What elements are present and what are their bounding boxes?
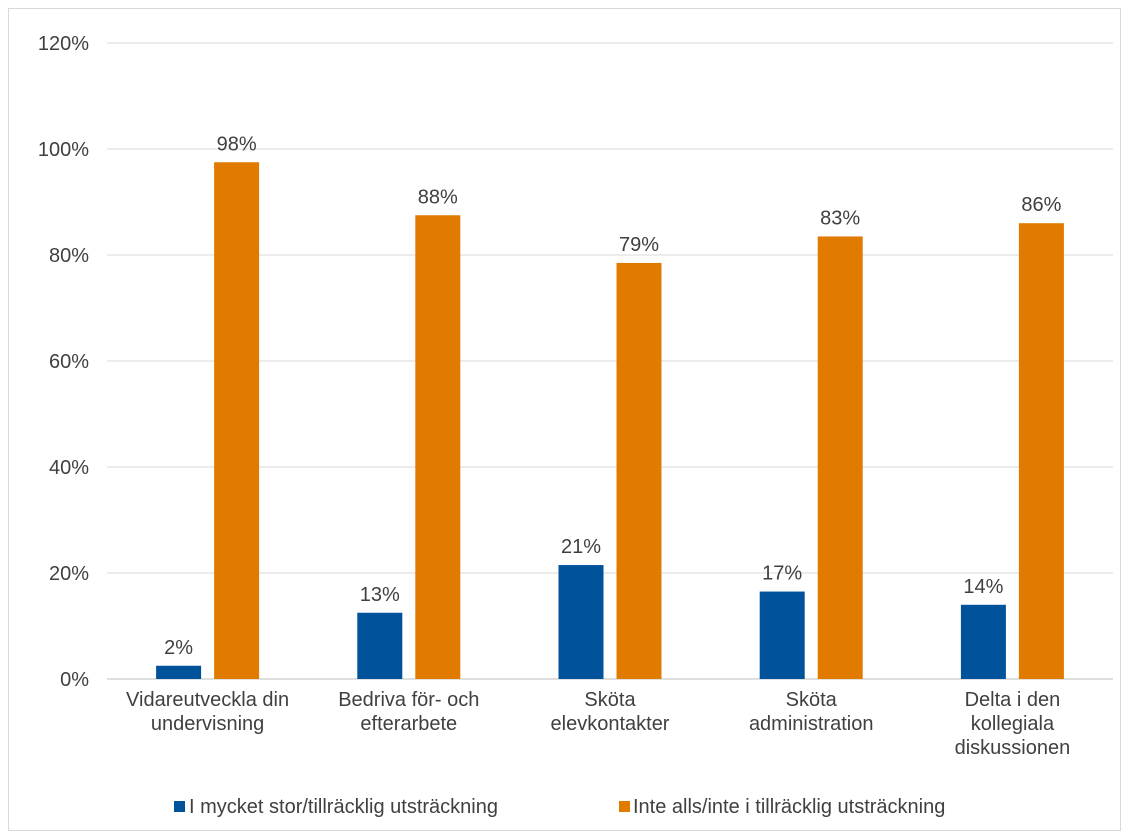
legend-label: I mycket stor/tillräcklig utsträckning [189, 796, 498, 818]
data-label: 21% [561, 536, 601, 558]
y-tick-label: 100% [38, 139, 89, 161]
data-label: 83% [820, 207, 860, 229]
data-label: 79% [619, 234, 659, 256]
legend-swatch [174, 801, 185, 812]
bar-series-1 [357, 612, 403, 679]
chart-frame: 0% 20% 40% 60% 80% 100% 120% 2% 98% 13% 88% 21% 79%… [8, 8, 1121, 831]
y-tick-label: 60% [49, 351, 89, 373]
data-label: 17% [762, 563, 802, 585]
bar-series-1 [558, 565, 604, 679]
data-label: 88% [418, 186, 458, 208]
x-category-label: kollegiala [971, 713, 1055, 735]
legend-swatch [619, 801, 630, 812]
y-axis-ticks: 0% 20% 40% 60% 80% 100% 120% [38, 33, 89, 691]
x-category-label: diskussionen [955, 737, 1071, 759]
bar-series-2 [1018, 223, 1064, 679]
data-labels: 2% 98% 13% 88% 21% 79% 17% 83% 14% 86% [164, 133, 1061, 659]
x-category-label: undervisning [151, 713, 264, 735]
data-label: 14% [963, 576, 1003, 598]
x-category-label: efterarbete [360, 713, 457, 735]
data-label: 2% [164, 637, 193, 659]
legend: I mycket stor/tillräcklig utsträckning In… [174, 796, 945, 818]
bar-series-1 [960, 604, 1006, 679]
legend-label: Inte alls/inte i tillräcklig utsträcknin… [633, 796, 945, 818]
y-tick-label: 120% [38, 33, 89, 55]
data-label: 86% [1021, 194, 1061, 216]
x-category-label: Bedriva för- och [338, 689, 479, 711]
y-tick-label: 0% [60, 669, 89, 691]
bar-series-2 [817, 236, 863, 679]
y-tick-label: 20% [49, 563, 89, 585]
data-label: 13% [360, 584, 400, 606]
bar-series-1 [156, 665, 202, 679]
bar-series-2 [415, 215, 461, 679]
x-category-label: elevkontakter [551, 713, 670, 735]
bar-series-2 [214, 162, 260, 679]
x-category-label: administration [749, 713, 874, 735]
x-category-label: Delta i den [965, 689, 1061, 711]
x-category-label: Sköta [584, 689, 636, 711]
x-category-label: Sköta [786, 689, 838, 711]
bars [156, 162, 1064, 679]
gridlines [107, 42, 1113, 680]
y-tick-label: 40% [49, 457, 89, 479]
bar-series-1 [759, 591, 805, 679]
data-label: 98% [217, 133, 257, 155]
bar-chart: 0% 20% 40% 60% 80% 100% 120% 2% 98% 13% 88% 21% 79%… [38, 33, 1113, 818]
y-tick-label: 80% [49, 245, 89, 267]
x-category-label: Vidareutveckla din [126, 689, 289, 711]
bar-series-2 [616, 262, 662, 679]
